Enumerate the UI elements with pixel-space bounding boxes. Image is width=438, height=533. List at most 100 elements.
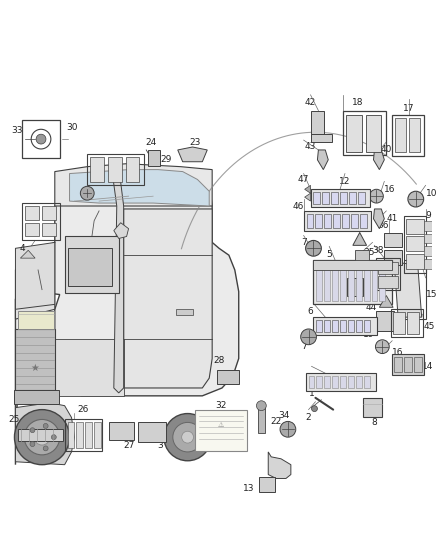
Bar	[126, 157, 139, 182]
Circle shape	[182, 431, 194, 443]
Bar	[394, 357, 402, 372]
Text: 6: 6	[308, 307, 314, 316]
Bar	[138, 423, 166, 442]
Text: 7: 7	[301, 342, 307, 351]
Bar	[364, 320, 370, 332]
Bar	[332, 320, 338, 332]
Text: 43: 43	[305, 142, 316, 151]
Bar	[259, 477, 275, 492]
Bar	[393, 312, 405, 334]
Polygon shape	[15, 243, 55, 319]
Bar	[314, 260, 392, 304]
Polygon shape	[379, 295, 393, 308]
Bar	[258, 406, 265, 433]
Polygon shape	[55, 339, 124, 396]
Bar	[356, 268, 362, 302]
Polygon shape	[112, 167, 124, 393]
Bar	[90, 157, 104, 182]
Bar	[308, 376, 314, 388]
Text: 12: 12	[339, 177, 351, 186]
Text: 41: 41	[386, 214, 398, 223]
Bar	[371, 268, 378, 302]
Text: 33: 33	[11, 126, 22, 135]
Text: 31: 31	[69, 189, 80, 198]
Circle shape	[14, 410, 70, 465]
Bar	[324, 214, 331, 228]
Text: 8: 8	[371, 418, 378, 427]
Bar	[348, 268, 354, 302]
Bar	[391, 309, 423, 337]
Bar	[407, 312, 419, 334]
Bar	[311, 189, 370, 207]
Polygon shape	[124, 209, 212, 388]
Bar	[342, 214, 349, 228]
Bar	[347, 278, 363, 295]
Bar	[332, 268, 338, 302]
Bar	[18, 429, 63, 441]
Bar	[306, 373, 376, 391]
Text: 1: 1	[309, 390, 314, 398]
Text: 44: 44	[365, 303, 376, 312]
Text: 16: 16	[392, 348, 404, 357]
Bar	[311, 110, 324, 138]
Polygon shape	[318, 150, 328, 169]
Polygon shape	[178, 147, 207, 161]
Circle shape	[34, 429, 50, 445]
Text: 4: 4	[20, 244, 25, 253]
Bar	[324, 268, 330, 302]
Bar	[356, 376, 362, 388]
Bar	[392, 115, 424, 156]
Bar	[65, 236, 119, 293]
Text: 27: 27	[123, 441, 134, 449]
Bar	[340, 192, 347, 204]
Bar	[379, 268, 385, 302]
Text: 20: 20	[367, 277, 378, 286]
Text: 10: 10	[426, 189, 437, 198]
Text: 30: 30	[67, 123, 78, 132]
Text: 17: 17	[403, 104, 415, 113]
Text: 5: 5	[326, 249, 332, 259]
Circle shape	[164, 414, 211, 461]
Bar	[148, 150, 160, 166]
Bar	[314, 192, 320, 204]
Polygon shape	[70, 169, 209, 206]
Text: 7: 7	[301, 238, 307, 247]
Text: 16: 16	[384, 185, 396, 194]
Bar	[424, 259, 431, 269]
Circle shape	[173, 423, 202, 452]
Polygon shape	[15, 169, 239, 465]
Bar	[18, 311, 54, 329]
Text: 9: 9	[426, 212, 431, 220]
Text: 47: 47	[298, 175, 309, 184]
Bar	[217, 370, 239, 384]
Bar	[304, 211, 371, 231]
Text: 42: 42	[305, 98, 316, 107]
Bar	[316, 376, 322, 388]
Bar	[404, 216, 426, 273]
Polygon shape	[268, 452, 291, 479]
Circle shape	[36, 134, 46, 144]
Bar	[322, 192, 329, 204]
Circle shape	[80, 187, 94, 200]
Bar	[348, 320, 354, 332]
Bar	[315, 214, 322, 228]
Bar	[409, 118, 420, 152]
Circle shape	[301, 329, 316, 345]
Text: 23: 23	[190, 138, 201, 147]
Bar	[22, 203, 60, 240]
Text: 36: 36	[378, 221, 389, 230]
Circle shape	[43, 424, 48, 429]
Circle shape	[311, 406, 318, 411]
Circle shape	[30, 442, 35, 447]
Bar	[414, 357, 422, 372]
Bar	[67, 248, 112, 286]
Bar	[22, 120, 60, 158]
Bar	[340, 268, 346, 302]
Circle shape	[24, 419, 60, 455]
Circle shape	[43, 446, 48, 451]
Bar	[364, 376, 370, 388]
Text: 19: 19	[363, 330, 374, 340]
Bar	[349, 192, 356, 204]
Text: 26: 26	[78, 405, 89, 414]
Text: ★: ★	[31, 364, 39, 373]
